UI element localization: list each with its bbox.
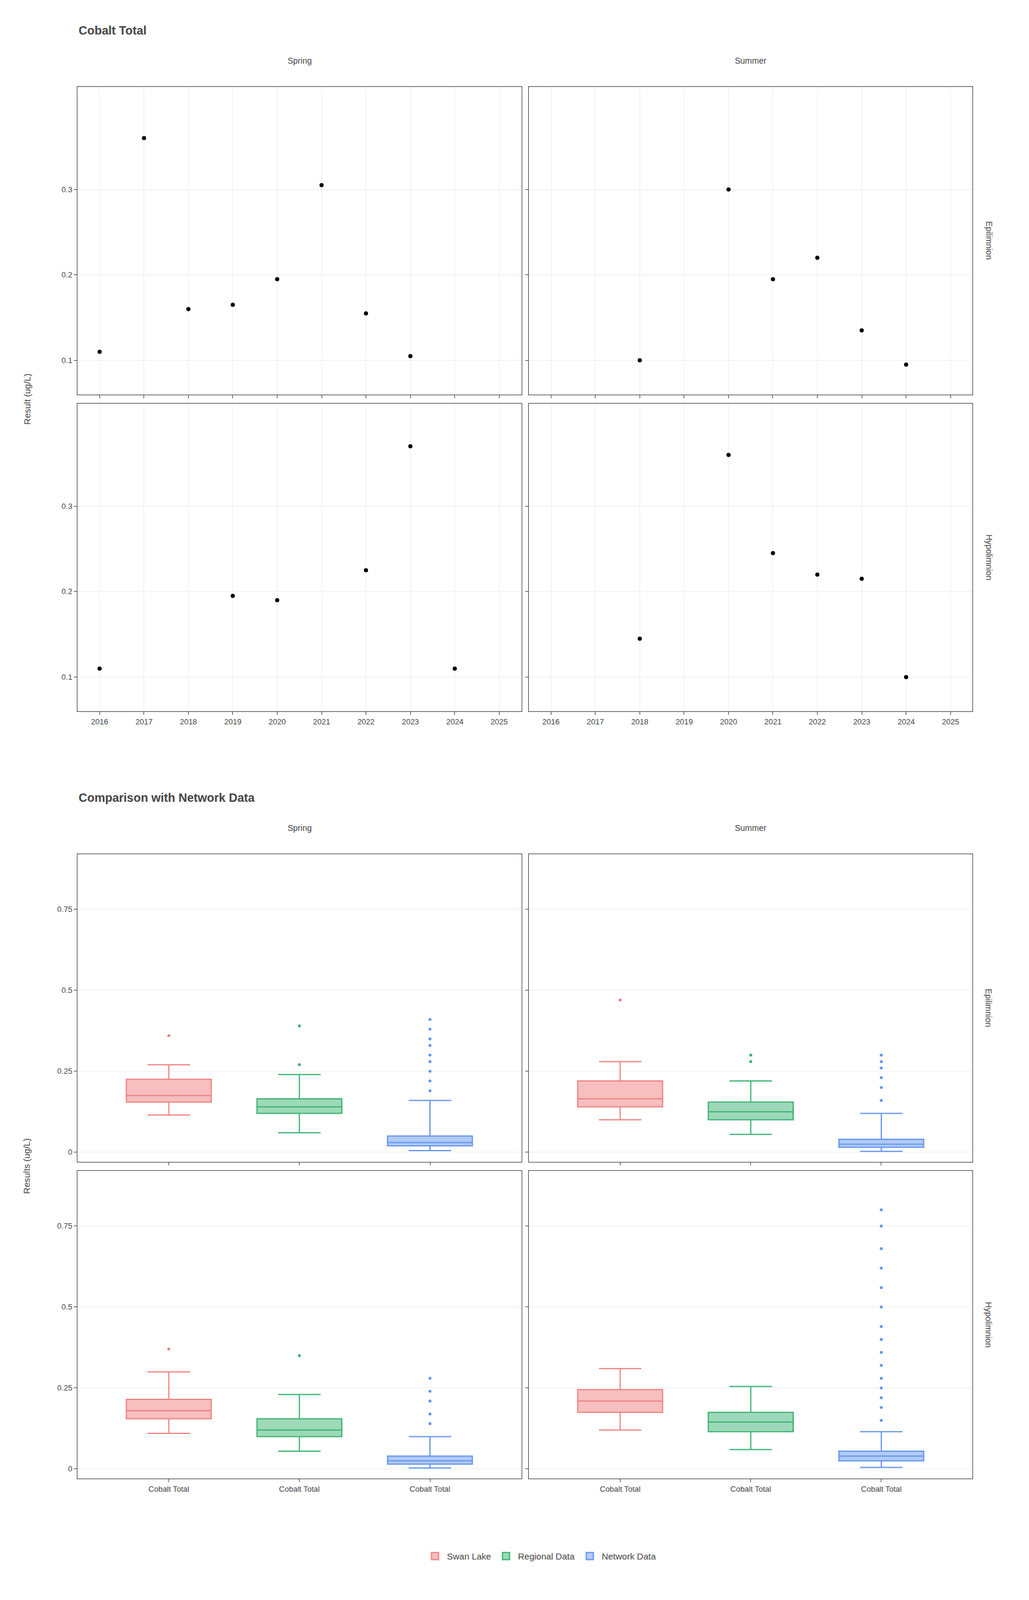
svg-text:Epilimnion: Epilimnion (984, 221, 994, 261)
svg-text:2017: 2017 (586, 717, 604, 727)
svg-text:0.3: 0.3 (61, 501, 73, 511)
svg-text:0.5: 0.5 (61, 986, 73, 996)
svg-text:Cobalt Total: Cobalt Total (861, 1485, 903, 1495)
svg-text:Swan Lake: Swan Lake (447, 1551, 492, 1562)
svg-text:2019: 2019 (223, 717, 242, 727)
svg-text:Summer: Summer (734, 55, 767, 66)
svg-text:2016: 2016 (542, 717, 560, 727)
svg-text:2022: 2022 (808, 717, 826, 727)
svg-text:2025: 2025 (942, 717, 960, 727)
svg-text:2022: 2022 (357, 717, 375, 727)
svg-text:0.1: 0.1 (61, 356, 73, 366)
svg-text:2020: 2020 (268, 717, 286, 727)
svg-text:2020: 2020 (719, 717, 738, 727)
svg-text:0.3: 0.3 (61, 185, 73, 195)
svg-text:Cobalt Total: Cobalt Total (148, 1485, 190, 1495)
svg-text:2023: 2023 (853, 717, 871, 727)
svg-text:0.2: 0.2 (61, 587, 73, 597)
svg-text:0.5: 0.5 (61, 1302, 73, 1312)
svg-text:0.1: 0.1 (61, 672, 73, 682)
svg-text:Summer: Summer (734, 823, 767, 834)
svg-text:2018: 2018 (631, 717, 649, 727)
svg-text:2021: 2021 (764, 717, 782, 727)
svg-text:2018: 2018 (179, 717, 198, 727)
svg-text:2024: 2024 (897, 717, 915, 727)
svg-text:2023: 2023 (401, 717, 420, 727)
svg-text:Hypolimnion: Hypolimnion (984, 534, 994, 581)
svg-text:Results (ug/L): Results (ug/L) (21, 1138, 32, 1194)
svg-text:2019: 2019 (675, 717, 693, 727)
svg-text:Result (ug/L): Result (ug/L) (22, 373, 33, 426)
svg-text:0: 0 (67, 1464, 73, 1474)
svg-text:2024: 2024 (446, 717, 464, 727)
svg-text:Cobalt Total: Cobalt Total (78, 23, 147, 37)
svg-text:Epilimnion: Epilimnion (983, 989, 994, 1028)
svg-text:2025: 2025 (490, 717, 508, 727)
svg-text:Comparison with Network Data: Comparison with Network Data (78, 791, 255, 805)
svg-text:Network Data: Network Data (601, 1551, 657, 1562)
svg-text:Regional Data: Regional Data (518, 1551, 576, 1562)
svg-text:2017: 2017 (135, 717, 153, 727)
svg-text:Spring: Spring (287, 823, 312, 834)
svg-text:2016: 2016 (91, 717, 109, 727)
svg-text:Cobalt Total: Cobalt Total (599, 1485, 641, 1495)
svg-text:0.75: 0.75 (57, 905, 73, 915)
svg-text:2021: 2021 (313, 717, 331, 727)
svg-text:0.2: 0.2 (61, 270, 73, 280)
svg-text:Cobalt Total: Cobalt Total (730, 1485, 772, 1495)
svg-text:Hypolimnion: Hypolimnion (983, 1302, 994, 1349)
svg-text:0.25: 0.25 (57, 1383, 73, 1393)
svg-text:0: 0 (67, 1148, 73, 1158)
svg-text:Spring: Spring (287, 55, 312, 66)
svg-text:Cobalt Total: Cobalt Total (279, 1485, 321, 1495)
svg-text:0.25: 0.25 (57, 1067, 73, 1077)
svg-text:Cobalt Total: Cobalt Total (409, 1485, 451, 1495)
svg-text:0.75: 0.75 (57, 1221, 73, 1231)
